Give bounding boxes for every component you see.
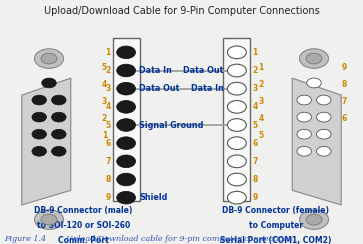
Text: 1: 1 — [258, 63, 264, 71]
Circle shape — [117, 173, 135, 186]
Text: to SOI-120 or SOI-260: to SOI-120 or SOI-260 — [37, 221, 130, 230]
Text: 7: 7 — [341, 97, 347, 106]
Circle shape — [306, 214, 322, 225]
Text: 2: 2 — [102, 114, 107, 123]
Text: DB-9 Connector (male): DB-9 Connector (male) — [34, 206, 133, 215]
Text: 5: 5 — [258, 131, 264, 140]
Text: 6: 6 — [106, 139, 111, 148]
Text: 7: 7 — [105, 157, 111, 166]
Circle shape — [299, 49, 329, 68]
Circle shape — [297, 146, 311, 156]
Circle shape — [227, 155, 246, 168]
Text: 9: 9 — [252, 193, 257, 202]
Text: Signal Ground: Signal Ground — [139, 121, 204, 130]
Text: Data In: Data In — [139, 66, 172, 75]
Circle shape — [227, 101, 246, 113]
Text: Data Out: Data Out — [139, 84, 180, 93]
Circle shape — [52, 112, 66, 122]
Circle shape — [227, 46, 246, 59]
Circle shape — [32, 146, 46, 156]
Text: 4: 4 — [252, 102, 257, 111]
Text: 5: 5 — [102, 63, 107, 71]
Circle shape — [42, 78, 56, 88]
Text: 4: 4 — [106, 102, 111, 111]
Text: Data Out: Data Out — [183, 66, 224, 75]
Text: 1: 1 — [252, 48, 257, 57]
Circle shape — [32, 95, 46, 105]
Circle shape — [297, 129, 311, 139]
Circle shape — [299, 210, 329, 229]
Text: Serial Port (COM1, COM2): Serial Port (COM1, COM2) — [220, 236, 331, 244]
Text: 2: 2 — [252, 66, 257, 75]
Text: Figure 1.4        Upload/Download cable for 9-pin computer connections.: Figure 1.4 Upload/Download cable for 9-p… — [4, 235, 295, 243]
Text: 9: 9 — [342, 63, 347, 71]
Text: 1: 1 — [106, 48, 111, 57]
Bar — [113, 38, 140, 201]
Circle shape — [41, 214, 57, 225]
Circle shape — [52, 129, 66, 139]
Text: to Computer: to Computer — [249, 221, 303, 230]
Circle shape — [227, 82, 246, 95]
Circle shape — [117, 137, 135, 150]
Text: 3: 3 — [106, 84, 111, 93]
Circle shape — [307, 78, 321, 88]
Text: Upload/Download Cable for 9-Pin Computer Connections: Upload/Download Cable for 9-Pin Computer… — [44, 6, 319, 16]
Bar — [223, 38, 250, 201]
Text: 2: 2 — [258, 80, 264, 89]
Text: 4: 4 — [102, 80, 107, 89]
Circle shape — [227, 119, 246, 131]
Text: 3: 3 — [102, 97, 107, 106]
Circle shape — [227, 173, 246, 186]
Circle shape — [34, 210, 64, 229]
Circle shape — [117, 101, 135, 113]
Circle shape — [117, 82, 135, 95]
Circle shape — [117, 119, 135, 131]
Circle shape — [32, 129, 46, 139]
Circle shape — [306, 53, 322, 64]
Text: 2: 2 — [106, 66, 111, 75]
Circle shape — [317, 95, 331, 105]
Circle shape — [317, 129, 331, 139]
Text: 5: 5 — [252, 121, 257, 130]
Circle shape — [117, 64, 135, 77]
Text: 3: 3 — [258, 97, 264, 106]
Text: 5: 5 — [106, 121, 111, 130]
Text: 9: 9 — [106, 193, 111, 202]
Text: Data In: Data In — [191, 84, 224, 93]
Text: Comm. Port: Comm. Port — [58, 236, 109, 244]
Text: 7: 7 — [252, 157, 258, 166]
Circle shape — [297, 95, 311, 105]
Polygon shape — [292, 78, 341, 205]
Circle shape — [41, 53, 57, 64]
Text: 6: 6 — [252, 139, 257, 148]
Text: DB-9 Connector (female): DB-9 Connector (female) — [223, 206, 329, 215]
Text: 8: 8 — [252, 175, 258, 184]
Text: 3: 3 — [252, 84, 257, 93]
Text: 8: 8 — [105, 175, 111, 184]
Text: 6: 6 — [342, 114, 347, 123]
Text: 1: 1 — [102, 131, 107, 140]
Circle shape — [317, 146, 331, 156]
Circle shape — [32, 112, 46, 122]
Circle shape — [52, 95, 66, 105]
Text: Shield: Shield — [139, 193, 168, 202]
Circle shape — [34, 49, 64, 68]
Text: 4: 4 — [258, 114, 264, 123]
Circle shape — [297, 112, 311, 122]
Circle shape — [227, 191, 246, 204]
Circle shape — [117, 155, 135, 168]
Circle shape — [117, 191, 135, 204]
Circle shape — [117, 46, 135, 59]
Circle shape — [227, 137, 246, 150]
Text: 8: 8 — [341, 80, 347, 89]
Polygon shape — [22, 78, 71, 205]
Circle shape — [317, 112, 331, 122]
Circle shape — [52, 146, 66, 156]
Circle shape — [227, 64, 246, 77]
